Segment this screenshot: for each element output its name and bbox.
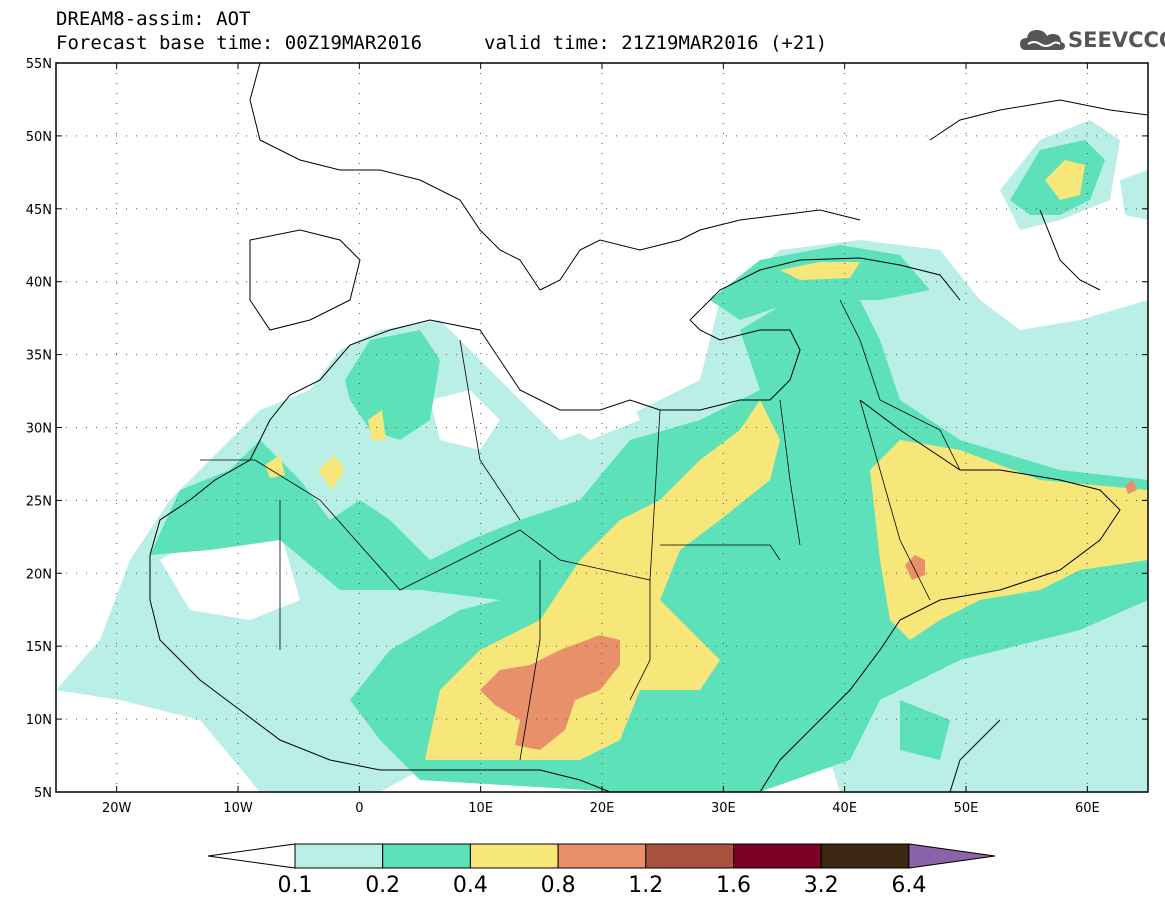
lon-label: 10E xyxy=(468,801,493,816)
lat-label: 40N xyxy=(26,276,52,291)
colorbar-label: 6.4 xyxy=(891,873,926,898)
colorbar-box xyxy=(733,843,822,869)
colorbar-box xyxy=(820,843,910,869)
logo-text: SEEVCCC xyxy=(1068,28,1165,52)
lat-label: 10N xyxy=(26,713,52,728)
latitude-labels: 55N 50N 45N 40N 35N 30N 25N 20N 15N 10N 5N xyxy=(26,57,52,801)
colorbar-box xyxy=(645,843,734,869)
lat-label: 50N xyxy=(26,130,52,145)
country-borders xyxy=(200,299,961,761)
colorbar-box xyxy=(382,843,471,869)
forecast-base-time: Forecast base time: 00Z19MAR2016 xyxy=(56,32,423,54)
aot-band-0.8 xyxy=(480,635,620,750)
colorbar-box xyxy=(557,843,647,869)
colorbar-arrow-high xyxy=(908,843,996,869)
lat-label: 30N xyxy=(26,422,52,437)
lat-label: 15N xyxy=(26,640,52,655)
lat-label: 25N xyxy=(26,494,52,509)
colorbar-label: 1.2 xyxy=(628,873,663,898)
axis-ticks xyxy=(56,62,1148,793)
lon-label: 20W xyxy=(102,801,132,816)
cloud-icon xyxy=(1020,30,1065,50)
colorbar-label: 0.2 xyxy=(365,873,400,898)
colorbar-box xyxy=(469,843,559,869)
colorbar-label: 0.8 xyxy=(541,873,576,898)
lon-label: 30E xyxy=(711,801,736,816)
lon-label: 60E xyxy=(1075,801,1100,816)
map-title: DREAM8-assim: AOT xyxy=(56,8,251,30)
colorbar-label: 3.2 xyxy=(804,873,839,898)
lat-label: 35N xyxy=(26,349,52,364)
seevccc-logo: SEEVCCC xyxy=(1018,24,1165,56)
lon-label: 0 xyxy=(355,801,363,816)
valid-time: valid time: 21Z19MAR2016 (+21) xyxy=(484,32,828,54)
coastlines xyxy=(149,63,1148,792)
lat-label: 20N xyxy=(26,567,52,582)
colorbar-arrow-low xyxy=(207,843,296,869)
colorbar-label: 0.4 xyxy=(453,873,488,898)
colorbar-label: 0.1 xyxy=(278,873,313,898)
lat-label: 55N xyxy=(26,57,52,72)
colorbar-label: 1.6 xyxy=(716,873,751,898)
colorbar-box xyxy=(294,843,384,869)
lon-label: 10W xyxy=(223,801,253,816)
lon-label: 50E xyxy=(954,801,979,816)
graticule xyxy=(56,63,1148,792)
lat-label: 5N xyxy=(34,786,52,801)
lat-label: 45N xyxy=(26,203,52,218)
lon-label: 20E xyxy=(590,801,615,816)
longitude-labels: 20W 10W 0 10E 20E 30E 40E 50E 60E xyxy=(102,801,1100,816)
lon-label: 40E xyxy=(832,801,857,816)
